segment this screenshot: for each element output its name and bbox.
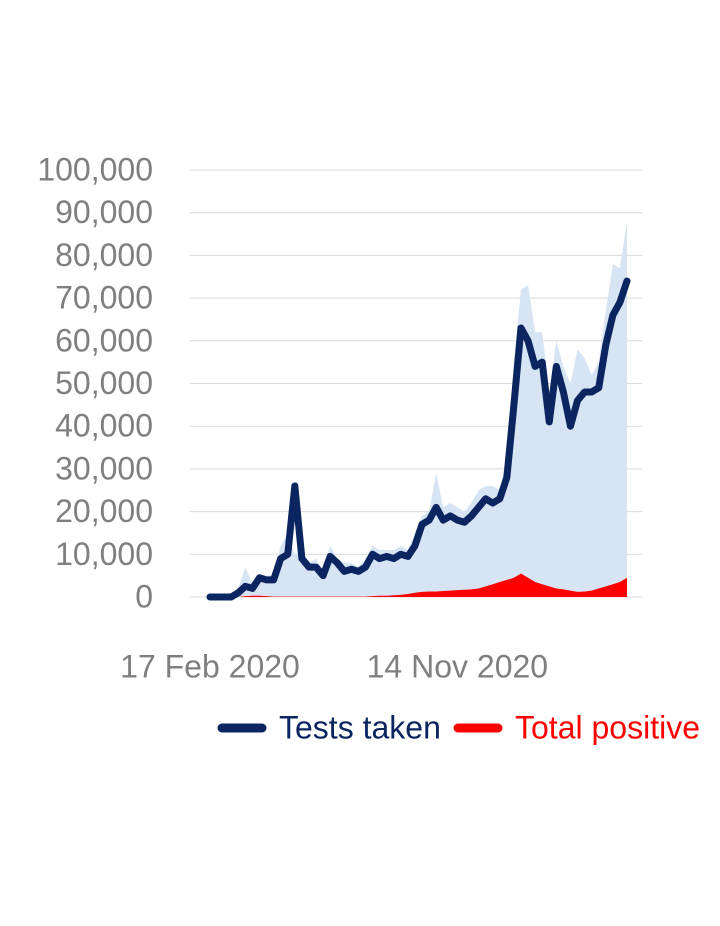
legend-label: Total positive — [515, 709, 700, 745]
y-tick-label: 60,000 — [55, 322, 153, 358]
y-tick-label: 40,000 — [55, 408, 153, 444]
x-tick-label: 14 Nov 2020 — [367, 648, 548, 684]
y-tick-label: 30,000 — [55, 450, 153, 486]
y-tick-label: 80,000 — [55, 237, 153, 273]
area — [210, 221, 627, 598]
y-tick-label: 20,000 — [55, 493, 153, 529]
x-tick-label: 17 Feb 2020 — [120, 648, 300, 684]
line — [206, 277, 631, 601]
area — [210, 573, 627, 597]
y-tick-label: 100,000 — [37, 151, 153, 187]
y-tick-label: 70,000 — [55, 280, 153, 316]
y-tick-label: 50,000 — [55, 365, 153, 401]
y-tick-label: 10,000 — [55, 536, 153, 572]
y-tick-label: 0 — [135, 578, 153, 614]
legend-label: Tests taken — [279, 709, 441, 745]
y-tick-label: 90,000 — [55, 194, 153, 230]
